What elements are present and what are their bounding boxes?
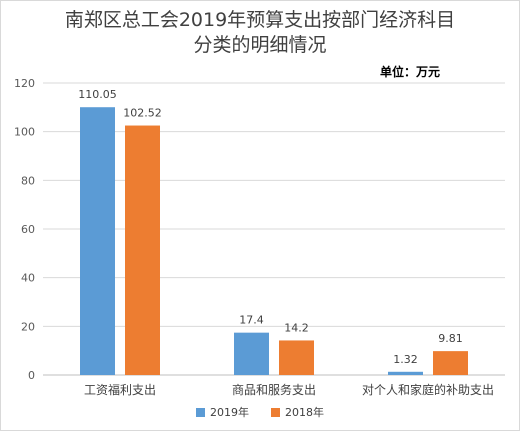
chart-title-line-1: 南郑区总工会2019年预算支出按部门经济科目 <box>64 9 456 31</box>
legend-label-2018: 2018年 <box>285 406 324 419</box>
y-tick-label: 80 <box>21 174 35 187</box>
bar-2019 <box>234 332 269 375</box>
bar-2019 <box>388 371 423 375</box>
legend-item-2019: 2019年 <box>196 404 249 420</box>
x-tick-label: 商品和服务支出 <box>232 382 316 397</box>
bar-2019 <box>80 107 115 375</box>
unit-note: 单位：万元 <box>380 65 441 79</box>
legend-item-2018: 2018年 <box>271 404 324 420</box>
data-label: 102.52 <box>123 107 162 120</box>
y-tick-label: 100 <box>14 126 35 139</box>
chart-title-line-2: 分类的明细情况 <box>193 34 327 56</box>
x-tick-label: 对个人和家庭的补助支出 <box>362 382 494 397</box>
data-label: 110.05 <box>78 88 117 101</box>
data-label: 17.4 <box>239 314 264 327</box>
y-tick-label: 40 <box>21 272 35 285</box>
bar-2018 <box>125 125 160 375</box>
x-tick-label: 工资福利支出 <box>84 382 156 397</box>
y-tick-label: 0 <box>28 369 35 382</box>
bar-2018 <box>279 340 314 375</box>
data-label: 9.81 <box>438 332 463 345</box>
data-label: 1.32 <box>393 353 418 366</box>
y-tick-label: 120 <box>14 77 35 90</box>
legend-label-2019: 2019年 <box>210 406 249 419</box>
y-tick-label: 60 <box>21 223 35 236</box>
y-tick-label: 20 <box>21 320 35 333</box>
bar-2018 <box>433 351 468 375</box>
data-label: 14.2 <box>284 321 309 334</box>
chart-legend: 2019年 2018年 <box>0 404 520 420</box>
chart-title: 南郑区总工会2019年预算支出按部门经济科目 分类的明细情况 <box>0 8 520 58</box>
legend-swatch-2018 <box>271 407 280 417</box>
legend-swatch-2019 <box>196 407 205 417</box>
